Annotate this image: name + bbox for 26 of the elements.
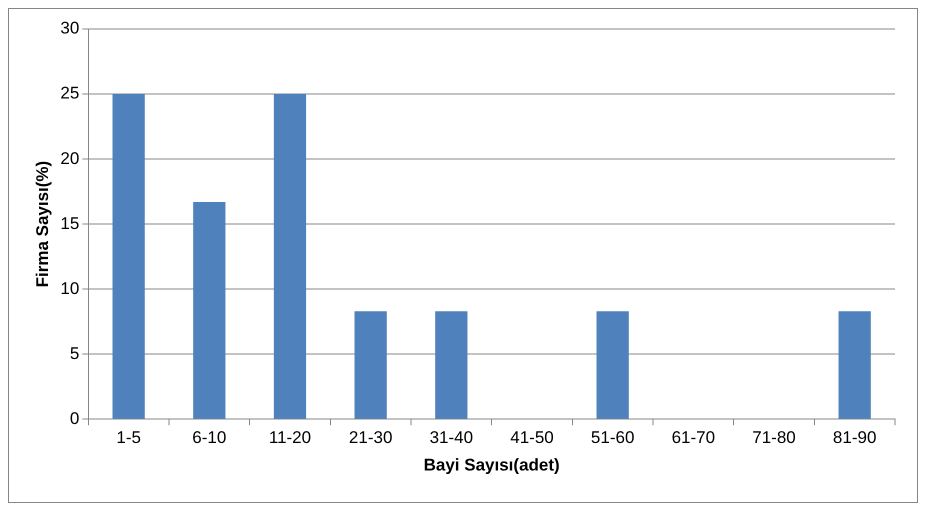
x-tick-label: 41-50 bbox=[510, 428, 554, 448]
y-tick-label: 5 bbox=[70, 344, 80, 363]
bar bbox=[838, 311, 871, 419]
y-tick-label: 25 bbox=[60, 84, 80, 103]
x-axis-title: Bayi Sayısı(adet) bbox=[424, 455, 560, 474]
y-tick-label: 15 bbox=[60, 214, 80, 233]
x-tick-label: 71-80 bbox=[752, 428, 796, 448]
y-axis-title: Firma Sayısı(%) bbox=[32, 160, 52, 288]
x-tick-label: 21-30 bbox=[348, 428, 392, 448]
x-tick-label: 61-70 bbox=[672, 428, 716, 448]
x-tick-label: 1-5 bbox=[116, 428, 141, 448]
bar bbox=[274, 94, 306, 419]
y-tick-label: 0 bbox=[70, 408, 80, 428]
x-tick-label: 81-90 bbox=[832, 428, 876, 448]
y-tick-label: 20 bbox=[60, 148, 80, 168]
bar bbox=[193, 202, 226, 419]
x-tick-label: 11-20 bbox=[268, 428, 312, 448]
bar bbox=[435, 311, 468, 419]
bar bbox=[112, 94, 145, 419]
x-tick-label: 31-40 bbox=[430, 428, 474, 448]
y-tick-label: 30 bbox=[60, 18, 80, 38]
bar bbox=[354, 311, 387, 419]
y-tick-label: 10 bbox=[60, 278, 80, 298]
x-tick-label: 6-10 bbox=[192, 428, 226, 448]
bar bbox=[596, 311, 629, 419]
x-tick-label: 51-60 bbox=[590, 428, 634, 448]
